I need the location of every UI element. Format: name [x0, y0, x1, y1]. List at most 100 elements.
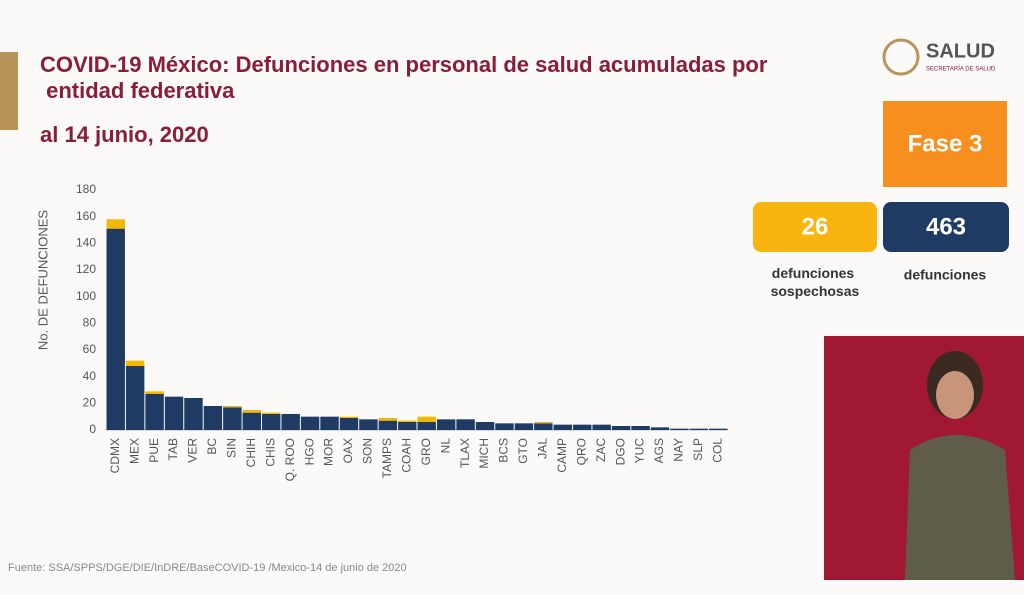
suspected-label: defunciones sospechosas: [767, 265, 860, 299]
bar-segment: [223, 406, 242, 408]
bar-segment: [184, 398, 203, 430]
chart-title: COVID-19 México: Defunciones en personal…: [40, 52, 768, 103]
bar-segment: [573, 424, 592, 430]
bar-segment: [223, 407, 242, 430]
label-line: defunciones: [772, 265, 855, 281]
bar-segment: [106, 219, 125, 229]
bar-segment: [650, 427, 670, 430]
x-tick-label: MEX: [127, 438, 141, 464]
bar-segment: [125, 360, 145, 366]
bar-segment: [709, 428, 728, 430]
x-tick-label: NAY: [672, 438, 686, 462]
bar-segment: [592, 424, 611, 430]
chart: 0 20 40 60 80 100 120 140 160 180 CDMX MEX PUE TAB VER…: [76, 182, 728, 481]
bar-segment: [359, 419, 378, 430]
bar-segment: [689, 428, 709, 430]
x-tick-label: SON: [361, 438, 375, 464]
x-tick-label: QRO: [574, 438, 588, 465]
bar-segment: [631, 426, 650, 430]
suspected-value: 26: [802, 213, 829, 240]
bar-segment: [106, 228, 125, 430]
y-tick-label: 0: [89, 422, 96, 436]
y-tick-label: 40: [83, 369, 97, 383]
video-face: [936, 371, 974, 419]
x-tick-label: COL: [710, 438, 724, 463]
x-tick-label: YUC: [633, 438, 647, 464]
chart-subtitle: al 14 junio, 2020: [40, 122, 209, 147]
bar-segment: [670, 428, 689, 430]
y-tick-label: 20: [83, 396, 97, 410]
x-tick-label: Q. ROO: [283, 438, 297, 481]
logo-subtext: SECRETARÍA DE SALUD: [926, 66, 996, 73]
bar-segment: [300, 416, 320, 430]
bar-segment: [378, 418, 398, 421]
x-tick-label: PUE: [147, 438, 161, 463]
suspected-box: [753, 202, 877, 252]
deaths-box: [883, 202, 1009, 252]
x-tick-label: OAX: [341, 438, 355, 463]
x-tick-label: CAMP: [555, 438, 569, 473]
bar-segment: [281, 414, 300, 430]
x-tick-label: NL: [438, 438, 452, 454]
y-tick-label: 160: [76, 209, 96, 223]
bar-segment: [417, 422, 436, 430]
bar-segment: [242, 410, 261, 413]
bar-segment: [378, 420, 398, 430]
bar-segment: [553, 424, 572, 430]
x-tick-label: COAH: [399, 438, 413, 473]
x-tick-label: TAB: [166, 438, 180, 460]
accent-bar: [0, 52, 18, 130]
title-line: COVID-19 México: Defunciones en personal…: [40, 52, 768, 77]
y-tick-label: 60: [83, 342, 97, 356]
bar-segment: [339, 416, 359, 418]
bar-segment: [475, 422, 495, 430]
x-tick-label: MICH: [477, 438, 491, 469]
bar-segment: [262, 412, 281, 414]
bar-segment: [320, 416, 339, 430]
x-tick-label: DGO: [613, 438, 627, 465]
y-axis-label: No. DE DEFUNCIONES: [35, 210, 50, 350]
bar-segment: [534, 422, 553, 424]
title-line: entidad federativa: [40, 78, 235, 103]
y-tick-label: 180: [76, 182, 96, 196]
x-tick-label: SLP: [691, 438, 705, 461]
x-tick-label: SIN: [225, 438, 239, 458]
x-tick-label: HGO: [302, 438, 316, 465]
deaths-value: 463: [926, 213, 966, 240]
bar-segment: [417, 416, 436, 422]
y-tick-label: 140: [76, 236, 96, 250]
phase-box: [883, 101, 1007, 187]
logo-text: SALUD: [926, 40, 995, 62]
x-tick-label: TLAX: [458, 438, 472, 468]
bar-segment: [164, 396, 184, 430]
bar-segment: [495, 423, 514, 430]
x-tick-label: CHIH: [244, 438, 258, 467]
bar-segment: [203, 406, 223, 430]
bar-segment: [125, 366, 145, 430]
bar-segment: [242, 412, 261, 430]
bar-segment: [145, 391, 164, 394]
bar-segment: [534, 423, 553, 430]
x-tick-label: AGS: [652, 438, 666, 463]
x-tick-label: ZAC: [594, 438, 608, 462]
bar-segment: [398, 422, 417, 430]
video-body: [905, 435, 1015, 580]
x-tick-label: MOR: [322, 438, 336, 466]
x-tick-label: CHIS: [263, 438, 277, 467]
x-tick-label: TAMPS: [380, 438, 394, 478]
x-tick-label: BCS: [497, 438, 511, 463]
label-line: sospechosas: [767, 283, 860, 299]
deaths-label: defunciones: [904, 267, 987, 283]
bar-segment: [436, 419, 456, 430]
footer-source: Fuente: SSA/SPPS/DGE/DIE/InDRE/BaseCOVID…: [8, 562, 407, 574]
logo-emblem: [882, 38, 920, 76]
bar-segment: [145, 394, 164, 430]
phase-text: Fase 3: [908, 130, 983, 157]
x-tick-label: VER: [186, 438, 200, 463]
bar-segment: [339, 418, 359, 430]
y-tick-label: 120: [76, 262, 96, 276]
bar-segment: [262, 414, 281, 430]
bar-segment: [456, 419, 475, 430]
y-tick-label: 100: [76, 289, 96, 303]
